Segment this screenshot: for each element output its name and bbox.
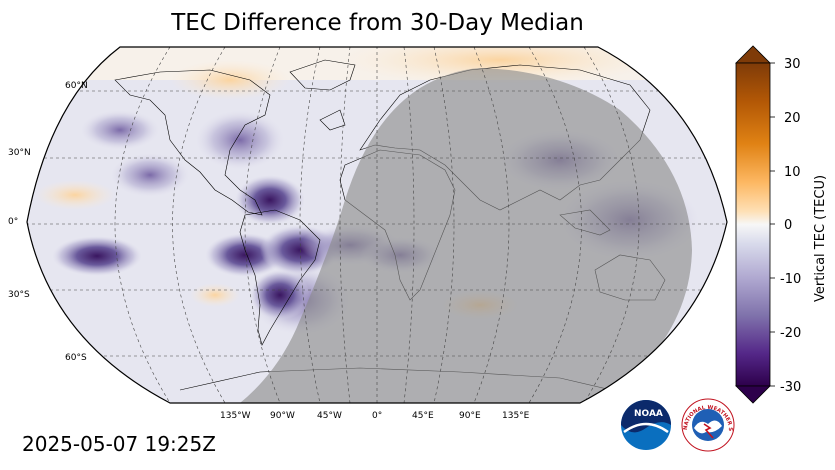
colorbar-tick: 20	[784, 111, 801, 126]
graticule	[27, 47, 727, 403]
colorbar: 30 20 10 0 -10 -20 -30 Vertical TEC (TEC…	[735, 45, 828, 404]
colorbar-tick: 0	[784, 218, 792, 233]
lon-label: 45°E	[412, 411, 434, 421]
lat-label: 30°N	[8, 148, 31, 158]
lon-label: 0°	[372, 411, 382, 421]
lon-label: 135°E	[502, 411, 530, 421]
colorbar-extend-min	[735, 385, 771, 404]
colorbar-tick: 10	[784, 165, 801, 180]
colorbar-extend-max	[735, 45, 771, 64]
lat-label: 60°N	[65, 81, 88, 91]
lon-labels: 135°W 90°W 45°W 0° 45°E 90°E 135°E	[220, 411, 530, 421]
globe-outline	[26, 46, 728, 404]
colorbar-tick: -10	[780, 272, 801, 287]
noaa-logo-text: NOAA	[634, 409, 663, 419]
lon-label: 90°E	[459, 411, 481, 421]
night-shading	[240, 68, 692, 403]
colorbar-tick: -20	[780, 326, 801, 341]
lat-label: 0°	[8, 217, 18, 227]
colorbar-scale	[735, 62, 771, 387]
colorbar-tick: -30	[780, 380, 801, 395]
timestamp: 2025-05-07 19:25Z	[22, 432, 216, 456]
lat-label: 30°S	[8, 290, 30, 300]
tec-field	[27, 47, 727, 403]
lon-label: 90°W	[270, 411, 295, 421]
lat-label: 60°S	[65, 353, 87, 363]
noaa-logo: NOAA	[621, 400, 671, 450]
map-title: TEC Difference from 30-Day Median	[171, 10, 584, 36]
lon-label: 45°W	[317, 411, 342, 421]
colorbar-label: Vertical TEC (TECU)	[813, 175, 828, 302]
lat-labels: 60°N 30°N 0° 30°S 60°S	[8, 81, 88, 363]
lon-label: 135°W	[220, 411, 251, 421]
colorbar-tick: 30	[784, 57, 801, 72]
